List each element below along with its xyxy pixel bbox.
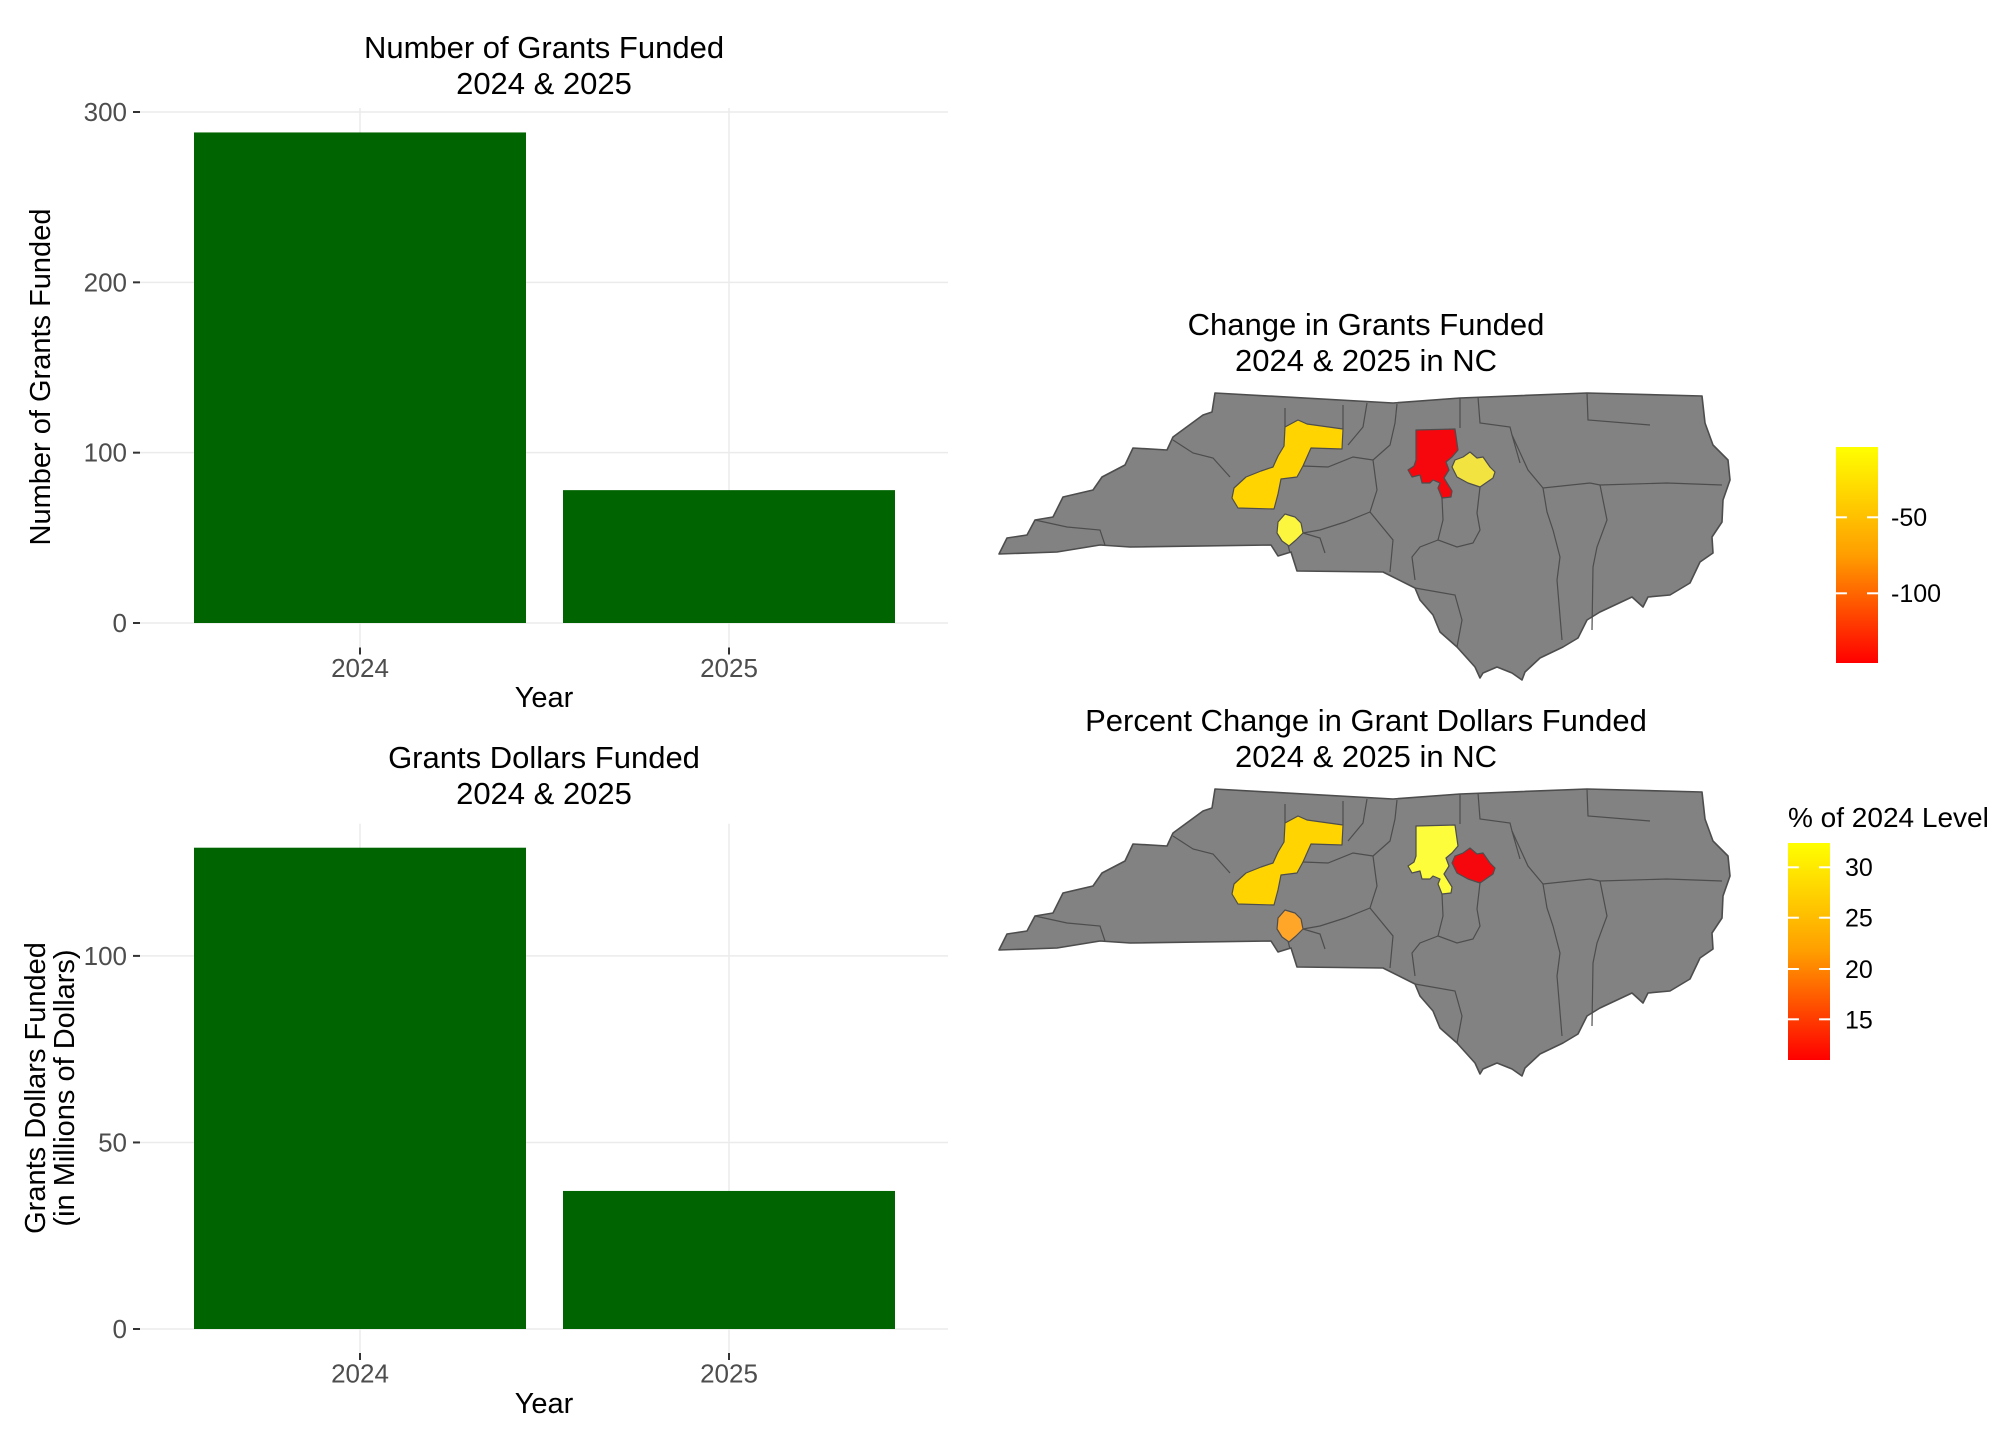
map1-title-line2: 2024 & 2025 in NC xyxy=(1235,343,1497,378)
chart1-x-axis-title: Year xyxy=(515,682,574,714)
y-tick-label-100: 100 xyxy=(84,941,127,971)
x-tick-label-2024: 2024 xyxy=(331,653,389,683)
chart2-title-line1: Grants Dollars Funded xyxy=(388,740,700,775)
y-tick-label-200: 200 xyxy=(84,267,127,297)
chart2-y-axis-title-line1: Grants Dollars Funded xyxy=(20,942,52,1234)
highlight-region-northeast-adjacent-cluster xyxy=(1451,451,1496,488)
region-boundary-13 xyxy=(1511,830,1723,885)
highlight-region-south-central-small-cluster xyxy=(1276,513,1304,547)
region-boundary-16 xyxy=(1586,788,1651,822)
region-boundary-18 xyxy=(1414,587,1463,648)
region-boundary-11 xyxy=(1437,486,1481,548)
region-boundary-0 xyxy=(1172,439,1231,478)
region-boundary-15 xyxy=(1591,880,1608,1027)
region-boundary-13 xyxy=(1511,434,1723,489)
map2-title-line1: Percent Change in Grant Dollars Funded xyxy=(1085,703,1647,738)
region-boundary-16 xyxy=(1586,392,1651,426)
legend-change-in-grants: -50 -100 xyxy=(1836,447,1941,663)
region-boundary-10 xyxy=(1477,792,1521,860)
chart1-title-line1: Number of Grants Funded xyxy=(364,30,724,65)
region-boundary-2 xyxy=(1034,519,1106,546)
legend2-label-4: 15 xyxy=(1845,1006,1873,1034)
region-boundary-12 xyxy=(1411,935,1439,977)
highlight-region-north-central-cluster xyxy=(1407,824,1459,895)
region-boundary-14 xyxy=(1542,883,1563,1037)
region-boundary-18 xyxy=(1414,983,1463,1044)
y-tick-label-300: 300 xyxy=(84,97,127,127)
region-boundary-2 xyxy=(1034,915,1106,942)
region-boundary-7 xyxy=(1302,532,1326,554)
legend1-label-1: -50 xyxy=(1891,504,1927,532)
region-boundary-10 xyxy=(1477,396,1521,464)
highlight-region-northeast-adjacent-cluster xyxy=(1451,847,1496,884)
region-boundary-5 xyxy=(1347,402,1368,446)
legend2-label-1: 30 xyxy=(1845,854,1873,882)
region-boundary-6 xyxy=(1287,544,1291,554)
region-boundary-6 xyxy=(1287,940,1291,950)
legend2-gradient-bar xyxy=(1788,843,1830,1060)
legend1-gradient-bar xyxy=(1836,447,1878,663)
x-tick-label-2024: 2024 xyxy=(331,1359,389,1389)
region-boundary-0 xyxy=(1172,835,1231,874)
region-boundary-7 xyxy=(1302,928,1326,950)
legend2-title: % of 2024 Level xyxy=(1788,802,1989,833)
chart2-x-axis-title: Year xyxy=(515,1388,574,1420)
region-boundary-12 xyxy=(1411,539,1439,581)
region-boundary-14 xyxy=(1542,487,1563,641)
x-tick-label-2025: 2025 xyxy=(700,1359,758,1389)
nc-map-percent-change-dollars xyxy=(998,788,1731,1077)
chart1-y-axis-title: Number of Grants Funded xyxy=(25,209,57,546)
highlight-region-west-central-cluster xyxy=(1231,815,1344,906)
legend-percent-change: % of 2024 Level 30 25 20 15 xyxy=(1788,802,1989,1060)
region-boundary-17 xyxy=(1302,907,1371,930)
bar-2025 xyxy=(563,1190,895,1329)
legend1-label-2: -100 xyxy=(1891,580,1941,608)
y-tick-label-100: 100 xyxy=(84,438,127,468)
y-tick-label-0: 0 xyxy=(113,608,127,638)
legend2-label-2: 25 xyxy=(1845,905,1873,933)
x-tick-label-2025: 2025 xyxy=(700,653,758,683)
region-boundary-17 xyxy=(1302,511,1371,534)
highlight-region-north-central-cluster xyxy=(1407,428,1459,499)
bar-chart-grant-dollars: 0 50 100 2024 2025 xyxy=(84,823,948,1389)
chart2-title-line2: 2024 & 2025 xyxy=(456,776,632,811)
legend2-label-3: 20 xyxy=(1845,956,1873,984)
region-boundary-11 xyxy=(1437,882,1481,944)
y-tick-label-0: 0 xyxy=(113,1314,127,1344)
nc-map-change-in-grants xyxy=(998,392,1731,681)
region-boundary-1 xyxy=(1369,403,1398,573)
y-tick-label-50: 50 xyxy=(98,1127,127,1157)
bar-2024 xyxy=(194,847,526,1329)
map2-title-line2: 2024 & 2025 in NC xyxy=(1235,739,1497,774)
region-boundary-1 xyxy=(1369,799,1398,969)
region-boundary-8 xyxy=(1302,852,1374,864)
state-outline xyxy=(998,788,1731,1077)
map1-title-line1: Change in Grants Funded xyxy=(1188,307,1545,342)
chart2-y-axis-title-line2: (in Millions of Dollars) xyxy=(49,949,81,1226)
bar-2024 xyxy=(194,132,526,624)
region-boundary-15 xyxy=(1591,484,1608,631)
bar-chart-number-of-grants: 0 100 200 300 2024 2025 xyxy=(84,97,948,683)
chart1-title-line2: 2024 & 2025 xyxy=(456,66,632,101)
highlight-region-west-central-cluster xyxy=(1231,419,1344,510)
highlight-region-south-central-small-cluster xyxy=(1276,909,1304,943)
state-outline xyxy=(998,392,1731,681)
region-boundary-8 xyxy=(1302,456,1374,468)
bar-2025 xyxy=(563,490,895,623)
region-boundary-5 xyxy=(1347,798,1368,842)
